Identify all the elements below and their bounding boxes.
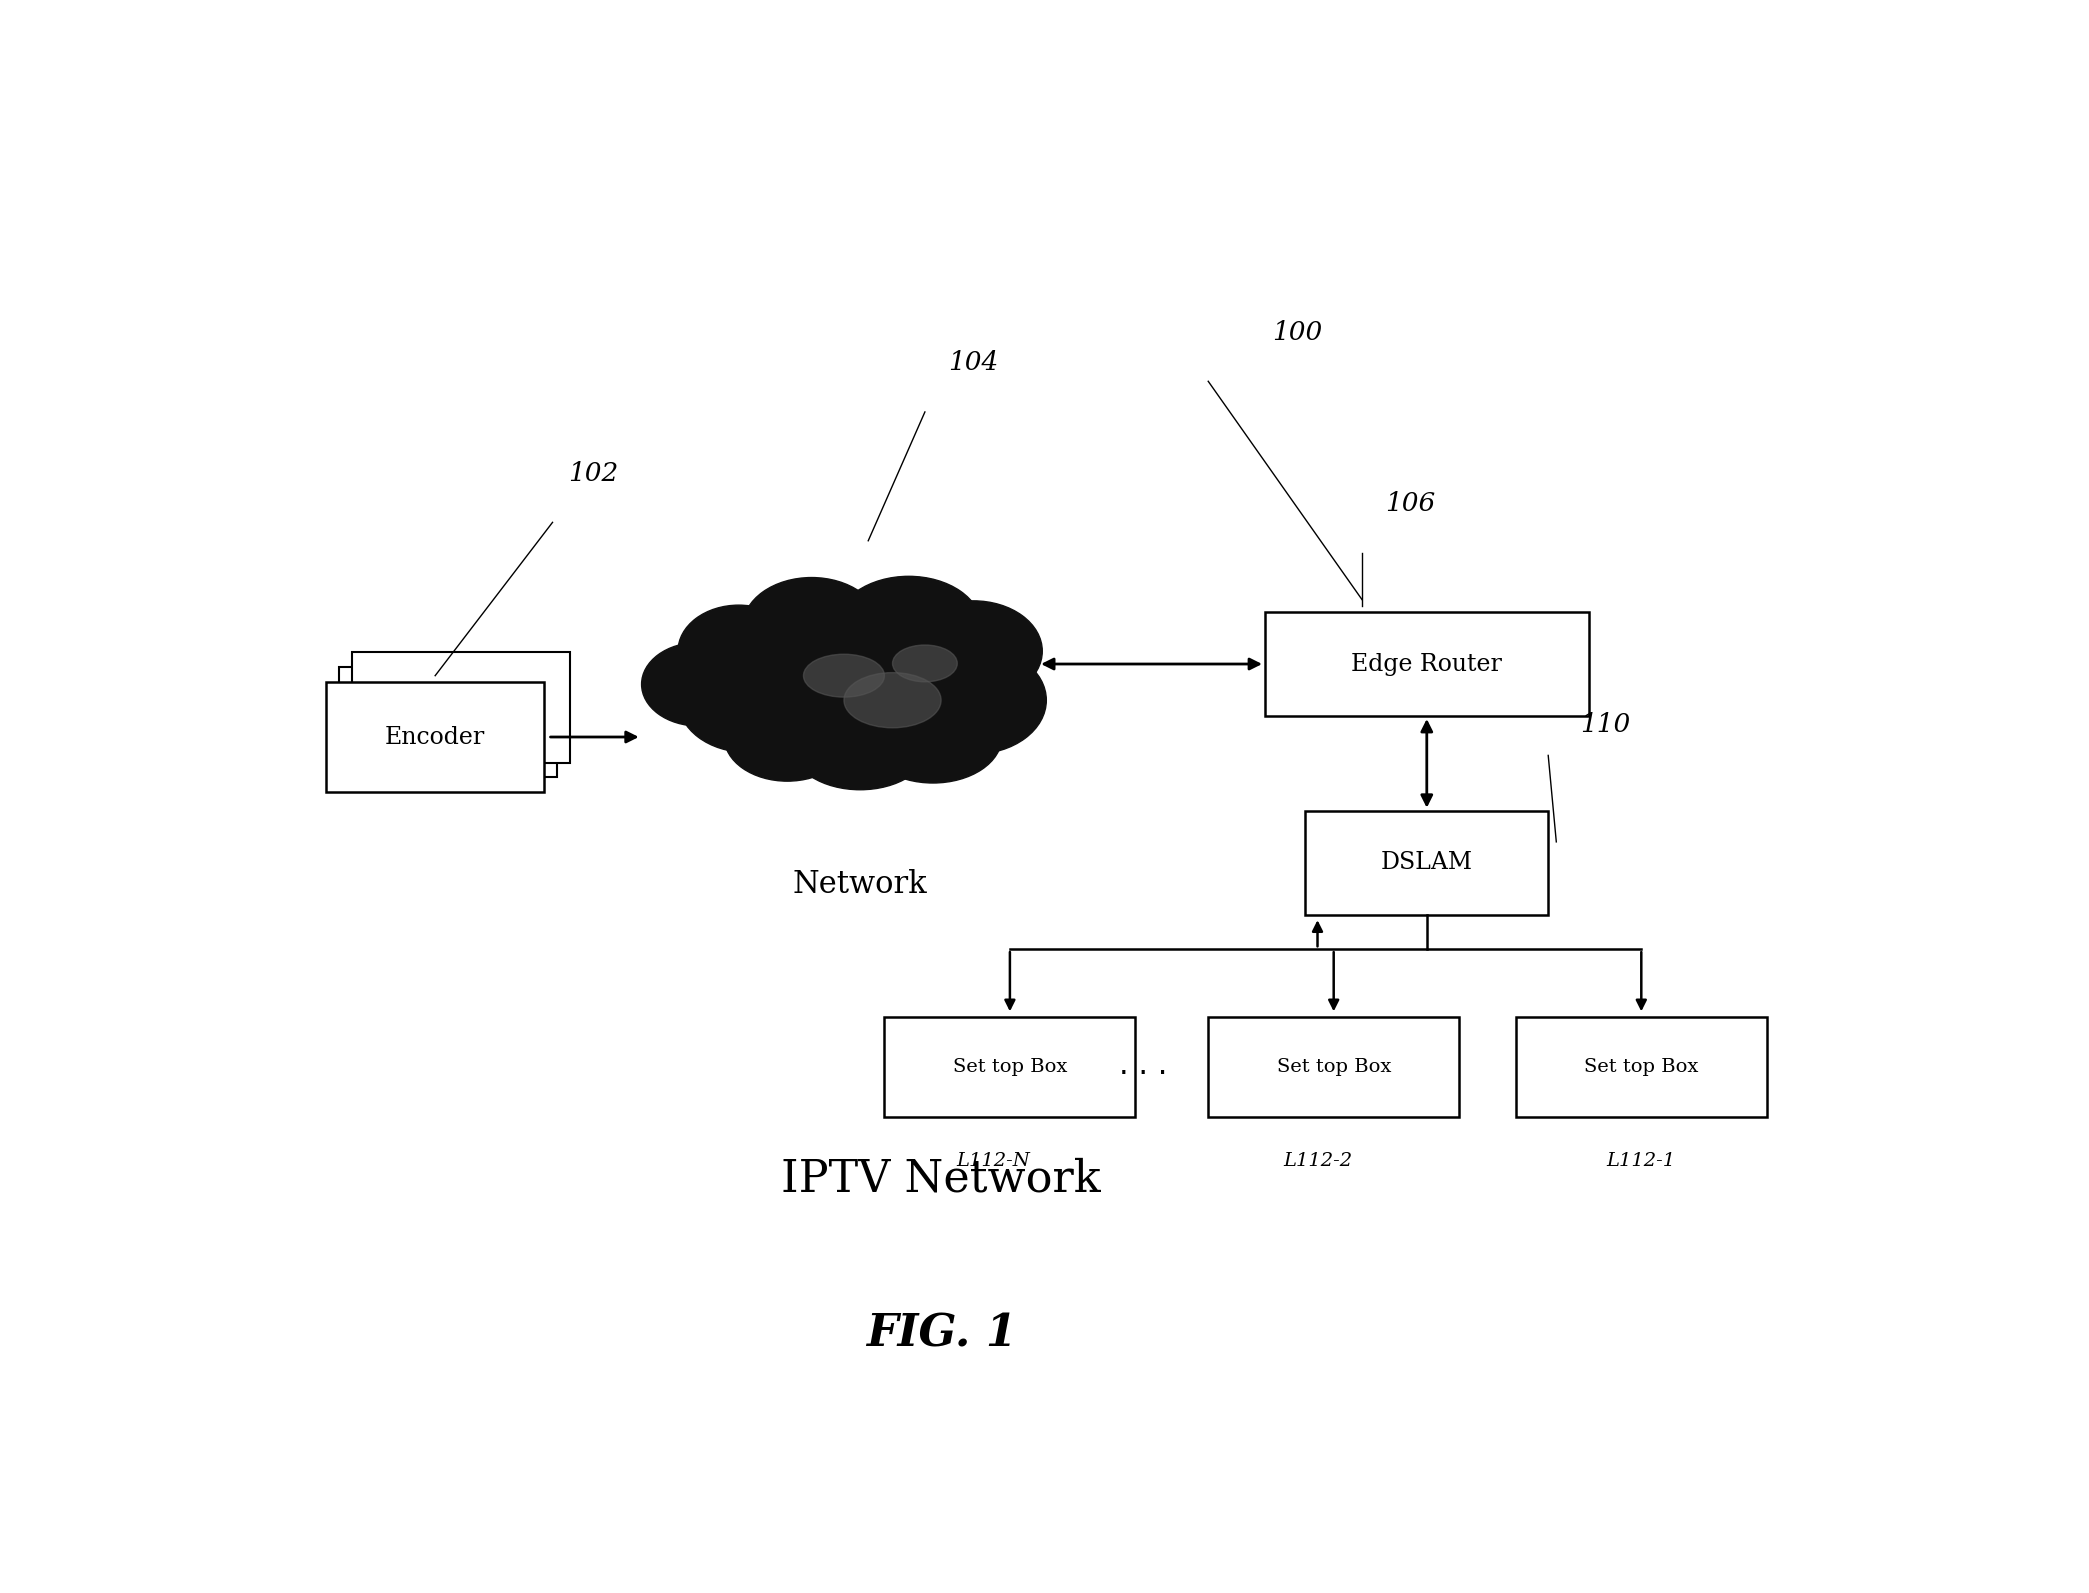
Text: 100: 100: [1272, 320, 1322, 344]
Text: 110: 110: [1579, 712, 1629, 738]
Ellipse shape: [900, 647, 1047, 753]
Ellipse shape: [865, 691, 1003, 784]
Ellipse shape: [905, 601, 1042, 701]
Ellipse shape: [725, 693, 850, 781]
Text: DSLAM: DSLAM: [1381, 851, 1473, 875]
Ellipse shape: [679, 605, 800, 698]
Text: . . .: . . .: [1120, 1051, 1168, 1080]
Text: FIG. 1: FIG. 1: [865, 1313, 1017, 1356]
FancyBboxPatch shape: [1517, 1016, 1767, 1117]
Text: L112-1: L112-1: [1606, 1152, 1675, 1169]
FancyBboxPatch shape: [351, 653, 570, 763]
Text: L112-2: L112-2: [1283, 1152, 1352, 1169]
Text: Set top Box: Set top Box: [953, 1058, 1067, 1075]
Text: IPTV Network: IPTV Network: [781, 1157, 1101, 1200]
FancyBboxPatch shape: [338, 667, 558, 777]
FancyBboxPatch shape: [1207, 1016, 1458, 1117]
Text: 106: 106: [1385, 492, 1435, 516]
Ellipse shape: [767, 620, 953, 742]
Text: 102: 102: [568, 460, 618, 486]
FancyBboxPatch shape: [1266, 612, 1590, 717]
Text: L112-N: L112-N: [957, 1152, 1030, 1169]
Text: Set top Box: Set top Box: [1583, 1058, 1698, 1075]
Ellipse shape: [744, 578, 879, 675]
Text: Encoder: Encoder: [384, 725, 485, 749]
Ellipse shape: [641, 642, 754, 726]
FancyBboxPatch shape: [1306, 811, 1548, 914]
Text: Edge Router: Edge Router: [1352, 653, 1502, 675]
Text: 104: 104: [948, 350, 999, 376]
Ellipse shape: [892, 645, 957, 682]
Ellipse shape: [804, 655, 884, 698]
FancyBboxPatch shape: [326, 682, 545, 792]
Ellipse shape: [679, 648, 815, 752]
Text: Set top Box: Set top Box: [1276, 1058, 1391, 1075]
Text: Network: Network: [794, 868, 928, 900]
Ellipse shape: [792, 701, 930, 790]
Ellipse shape: [836, 577, 982, 677]
FancyBboxPatch shape: [884, 1016, 1136, 1117]
Ellipse shape: [844, 672, 942, 728]
